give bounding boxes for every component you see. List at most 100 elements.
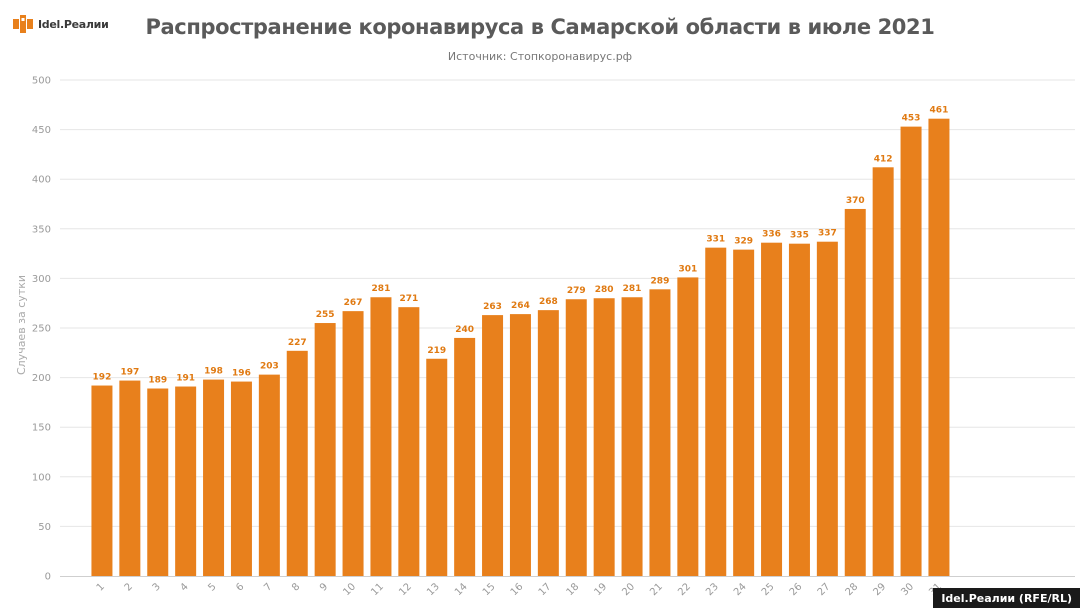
bar bbox=[900, 126, 922, 577]
bar bbox=[454, 337, 476, 576]
bar bbox=[482, 315, 504, 576]
y-tick-label: 0 bbox=[45, 572, 51, 583]
bar bbox=[286, 350, 308, 576]
bar-value-label: 461 bbox=[930, 106, 949, 116]
y-tick-label: 450 bbox=[32, 125, 51, 136]
chart-title: Распространение коронавируса в Самарской… bbox=[145, 15, 935, 39]
x-tick-label: 29 bbox=[871, 581, 888, 598]
bar-value-label: 289 bbox=[651, 276, 670, 286]
x-tick-label: 13 bbox=[425, 581, 442, 598]
bar-value-label: 255 bbox=[316, 310, 335, 320]
y-tick-label: 250 bbox=[32, 324, 51, 335]
x-tick-label: 26 bbox=[788, 581, 805, 598]
bar-value-label: 301 bbox=[678, 264, 697, 274]
bar bbox=[426, 358, 448, 576]
x-tick-label: 22 bbox=[676, 581, 693, 598]
bar bbox=[761, 242, 783, 577]
y-tick-label: 150 bbox=[32, 423, 51, 434]
bar-value-label: 412 bbox=[874, 154, 893, 164]
bars bbox=[91, 118, 950, 577]
bar-value-label: 271 bbox=[399, 294, 418, 304]
bar-value-label: 264 bbox=[511, 301, 530, 311]
y-tick-label: 400 bbox=[32, 175, 51, 186]
bar bbox=[593, 298, 615, 576]
bar-value-label: 268 bbox=[539, 297, 558, 307]
bar-value-label: 198 bbox=[204, 367, 223, 377]
x-tick-label: 7 bbox=[262, 581, 274, 593]
x-tick-label: 9 bbox=[318, 581, 330, 593]
x-tick-label: 28 bbox=[844, 581, 861, 598]
y-tick-label: 500 bbox=[32, 76, 51, 87]
bar bbox=[705, 247, 727, 576]
x-tick-label: 25 bbox=[760, 581, 777, 598]
brand-logo: Idel.Реалии bbox=[12, 13, 109, 35]
x-tick-label: 5 bbox=[206, 581, 218, 593]
x-tick-label: 3 bbox=[151, 581, 163, 593]
bar-value-label: 281 bbox=[372, 284, 391, 294]
bar bbox=[677, 277, 699, 576]
x-tick-label: 14 bbox=[453, 581, 470, 598]
bar bbox=[91, 385, 113, 576]
bar bbox=[258, 374, 280, 576]
bar-value-label: 337 bbox=[818, 229, 837, 239]
bar bbox=[203, 379, 225, 576]
x-tick-label: 11 bbox=[369, 581, 386, 598]
x-tick-label: 12 bbox=[397, 581, 414, 598]
y-tick-label: 50 bbox=[38, 522, 51, 533]
bar bbox=[370, 297, 392, 576]
bar-value-label: 203 bbox=[260, 362, 279, 372]
x-axis-ticks: 1 2 3 4 5 6 7 8 9 10 11 12 13 14 15 16 17 18 19 20 21 22 23 24 2… bbox=[95, 581, 944, 598]
bar-value-label: 196 bbox=[232, 369, 251, 379]
x-tick-label: 2 bbox=[123, 581, 135, 593]
bar-value-label: 189 bbox=[148, 376, 167, 386]
bar bbox=[816, 241, 838, 577]
bar-value-label: 227 bbox=[288, 338, 307, 348]
y-tick-label: 200 bbox=[32, 373, 51, 384]
x-tick-label: 17 bbox=[537, 581, 554, 598]
x-tick-label: 27 bbox=[816, 581, 833, 598]
logo-text: Idel.Реалии bbox=[38, 17, 109, 31]
bar bbox=[788, 243, 810, 576]
bar-value-label: 335 bbox=[790, 231, 809, 241]
bar-value-label: 191 bbox=[176, 374, 195, 384]
logo-mark-icon bbox=[13, 15, 33, 33]
bar-value-label: 263 bbox=[483, 302, 502, 312]
bar bbox=[565, 299, 587, 576]
bar bbox=[844, 208, 866, 576]
x-tick-label: 10 bbox=[341, 581, 358, 598]
bar bbox=[509, 314, 531, 576]
x-tick-label: 15 bbox=[481, 581, 498, 598]
footer-credit: Idel.Реалии (RFE/RL) bbox=[933, 588, 1080, 608]
bar-value-label: 267 bbox=[344, 298, 363, 308]
y-tick-label: 300 bbox=[32, 274, 51, 285]
y-axis-ticks: 0 50 100 150 200 250 300 350 400 450 500 bbox=[32, 76, 51, 583]
bar-value-label: 331 bbox=[706, 235, 725, 245]
y-tick-label: 350 bbox=[32, 224, 51, 235]
bar bbox=[175, 386, 197, 576]
bar-value-label: 279 bbox=[567, 286, 586, 296]
bar-value-label: 219 bbox=[427, 346, 446, 356]
x-tick-label: 8 bbox=[290, 581, 302, 593]
x-tick-label: 4 bbox=[178, 581, 190, 593]
bar-value-label: 281 bbox=[623, 284, 642, 294]
y-axis-label: Случаев за сутки bbox=[15, 275, 28, 375]
x-tick-label: 1 bbox=[95, 581, 107, 593]
bar bbox=[147, 388, 169, 576]
bar-value-label: 336 bbox=[762, 230, 781, 240]
bar bbox=[537, 310, 559, 576]
x-tick-label: 20 bbox=[620, 581, 637, 598]
bar bbox=[928, 118, 950, 577]
bar-value-label: 370 bbox=[846, 196, 865, 206]
bar bbox=[398, 307, 420, 576]
bar-value-label: 240 bbox=[455, 325, 474, 335]
x-tick-label: 30 bbox=[899, 581, 916, 598]
x-tick-label: 24 bbox=[732, 581, 749, 598]
x-tick-label: 18 bbox=[565, 581, 582, 598]
bar-value-label: 192 bbox=[93, 373, 112, 383]
bar bbox=[119, 380, 141, 576]
bar bbox=[342, 311, 364, 576]
x-tick-label: 16 bbox=[509, 581, 526, 598]
x-tick-label: 23 bbox=[704, 581, 721, 598]
bar bbox=[621, 297, 643, 576]
bar-value-label: 197 bbox=[120, 368, 139, 378]
